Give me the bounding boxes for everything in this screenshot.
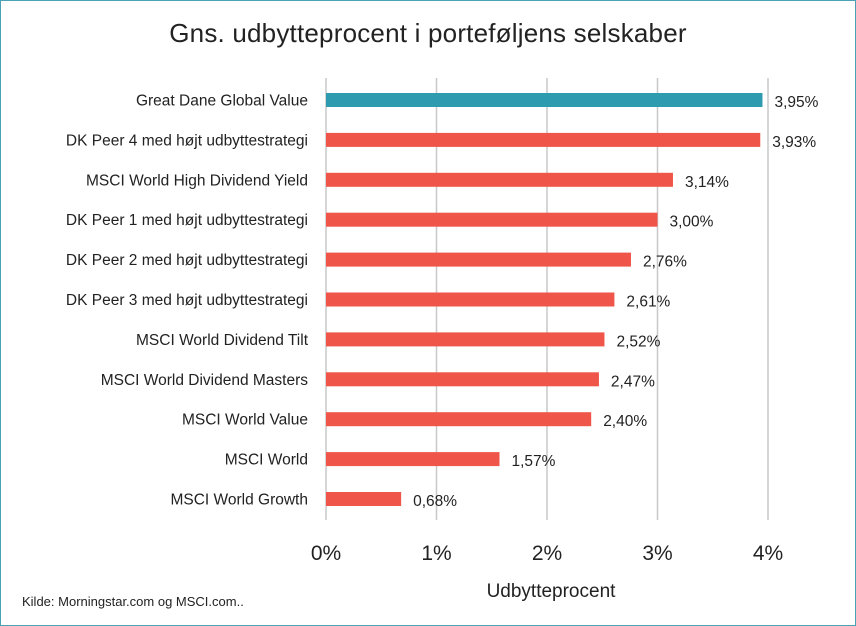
value-label: 2,61% — [626, 294, 670, 311]
value-label: 1,57% — [511, 453, 555, 470]
category-label: DK Peer 2 med højt udbyttestrategi — [66, 252, 308, 269]
bar — [326, 492, 402, 506]
value-label: 2,40% — [603, 413, 647, 430]
bar — [326, 332, 605, 347]
value-label: 3,93% — [772, 134, 816, 151]
category-label: DK Peer 3 med højt udbyttestrategi — [66, 292, 308, 309]
bar — [326, 172, 673, 187]
value-label: 3,14% — [685, 174, 729, 191]
bar — [326, 452, 500, 467]
bar-layer — [326, 93, 763, 506]
value-label: 3,00% — [670, 214, 714, 231]
category-label: MSCI World Value — [182, 412, 308, 429]
bar — [326, 212, 658, 227]
x-tick-label: 1% — [421, 542, 451, 565]
value-label: 2,76% — [643, 254, 687, 271]
category-label: MSCI World Growth — [170, 492, 308, 509]
value-label: 0,68% — [413, 493, 457, 510]
value-label: 2,47% — [611, 373, 655, 390]
category-label: MSCI World Dividend Masters — [101, 372, 309, 389]
category-label: DK Peer 4 med højt udbyttestrategi — [66, 132, 308, 149]
chart-title: Gns. udbytteprocent i porteføljens selsk… — [169, 18, 687, 48]
x-tick-label: 4% — [753, 542, 783, 565]
bar — [326, 412, 592, 427]
x-axis-label: Udbytteprocent — [486, 581, 616, 602]
value-label: 2,52% — [616, 333, 660, 350]
category-label: DK Peer 1 med højt udbyttestrategi — [66, 212, 308, 229]
bar — [326, 372, 599, 387]
category-label: MSCI World High Dividend Yield — [86, 172, 308, 189]
value-label: 3,95% — [774, 94, 818, 111]
bar — [326, 252, 631, 267]
x-tick-label: 3% — [642, 542, 672, 565]
category-label: MSCI World — [225, 452, 308, 469]
x-tick-label: 0% — [311, 542, 341, 565]
source-note: Kilde: Morningstar.com og MSCI.com.. — [22, 594, 244, 609]
label-layer: 0% 1% 2% 3% 4% Great Dane Global Value 3,95% DK… — [66, 93, 819, 566]
x-tick-label: 2% — [532, 542, 562, 565]
bar — [326, 93, 763, 107]
category-label: Great Dane Global Value — [136, 93, 308, 110]
category-label: MSCI World Dividend Tilt — [136, 332, 309, 349]
bar — [326, 292, 615, 307]
bar — [326, 132, 761, 147]
